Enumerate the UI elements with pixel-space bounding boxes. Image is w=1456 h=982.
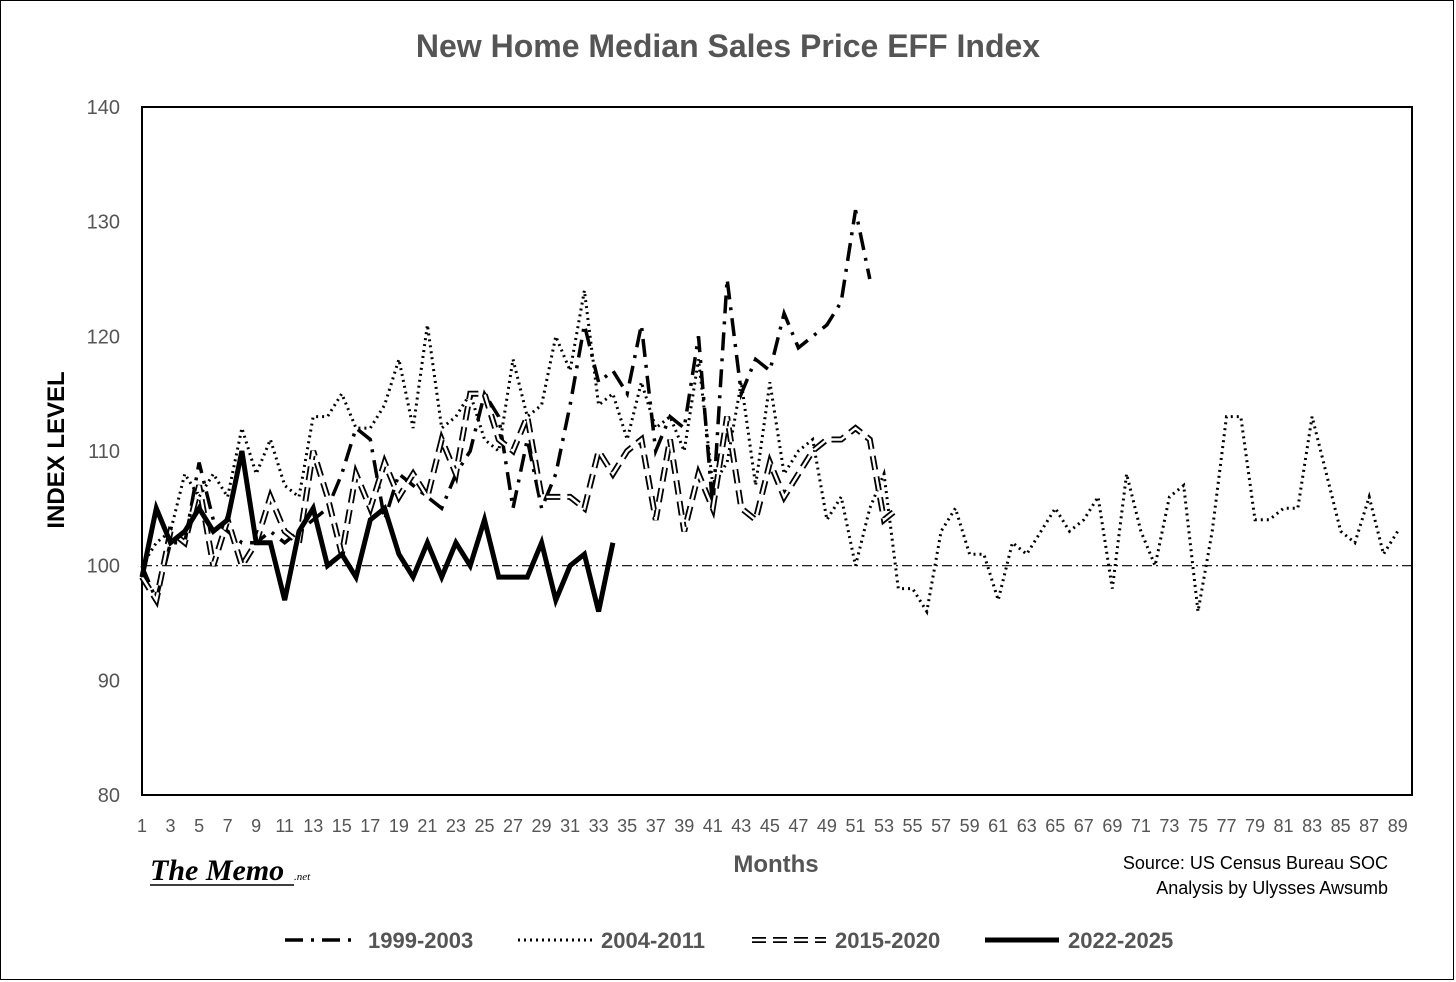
x-tick-label: 45 [760, 816, 780, 836]
legend-item: 2022-2025 [985, 928, 1173, 953]
x-tick-label: 75 [1188, 816, 1208, 836]
x-tick-label: 37 [646, 816, 666, 836]
y-tick-label: 140 [87, 97, 120, 119]
legend-item: 1999-2003 [285, 928, 473, 953]
x-tick-label: 33 [589, 816, 609, 836]
legend-item: 2004-2011 [518, 928, 705, 953]
y-tick-label: 90 [98, 670, 120, 692]
series-line [139, 450, 616, 613]
x-tick-label: 41 [703, 816, 723, 836]
x-tick-label: 73 [1159, 816, 1179, 836]
x-tick-label: 89 [1388, 816, 1408, 836]
series-line [140, 290, 1399, 616]
source-line-2: Analysis by Ulysses Awsumb [1156, 878, 1388, 898]
x-tick-label: 57 [931, 816, 951, 836]
legend-label: 1999-2003 [368, 928, 473, 953]
x-tick-label: 35 [617, 816, 637, 836]
x-tick-label: 61 [988, 816, 1008, 836]
y-axis-title: INDEX LEVEL [43, 371, 70, 528]
series-2022-2025 [139, 450, 616, 613]
y-tick-label: 110 [88, 441, 120, 463]
x-tick-label: 43 [731, 816, 751, 836]
x-tick-label: 67 [1074, 816, 1094, 836]
x-tick-label: 53 [874, 816, 894, 836]
x-tick-label: 63 [1017, 816, 1037, 836]
x-tick-label: 39 [674, 816, 694, 836]
x-tick-label: 47 [788, 816, 808, 836]
x-tick-label: 77 [1216, 816, 1236, 836]
legend-label: 2015-2020 [835, 928, 940, 953]
legend-item: 2015-2020 [752, 928, 940, 953]
x-axis-ticks: 1 3 5 7 9 11 13 15 17 19 21 23 25 27 29 31 33 35 37 39 41 43 4… [137, 816, 1408, 836]
x-axis-title: Months [733, 851, 818, 878]
plot-area [141, 106, 1413, 796]
y-tick-label: 80 [98, 785, 120, 807]
series-line-inner [140, 392, 900, 604]
series-1999-2003 [140, 209, 872, 606]
x-tick-label: 19 [389, 816, 409, 836]
x-tick-label: 11 [275, 816, 294, 836]
source-line-1: Source: US Census Bureau SOC [1123, 853, 1388, 873]
x-tick-label: 25 [474, 816, 494, 836]
x-tick-label: 55 [903, 816, 923, 836]
x-tick-label: 85 [1331, 816, 1351, 836]
x-tick-label: 29 [532, 816, 552, 836]
x-tick-label: 5 [194, 816, 204, 836]
x-tick-label: 83 [1302, 816, 1322, 836]
x-tick-label: 3 [166, 816, 176, 836]
y-axis-ticks: 80 90 100 110 120 130 140 [87, 97, 120, 807]
x-tick-label: 15 [332, 816, 352, 836]
series-group [139, 209, 1399, 616]
x-tick-label: 9 [251, 816, 261, 836]
series-line [140, 209, 872, 606]
logo: The Memo .net [150, 854, 311, 887]
legend-label: 2022-2025 [1068, 928, 1173, 953]
chart-title: New Home Median Sales Price EFF Index [416, 28, 1040, 64]
x-tick-label: 13 [303, 816, 323, 836]
x-tick-label: 31 [560, 816, 580, 836]
x-tick-label: 65 [1045, 816, 1065, 836]
x-tick-label: 1 [137, 816, 147, 836]
series-2015-2020 [139, 390, 901, 609]
legend: 1999-2003 2004-2011 2015-2020 2022-2025 [285, 928, 1173, 953]
x-tick-label: 23 [446, 816, 466, 836]
x-tick-label: 7 [223, 816, 233, 836]
legend-label: 2004-2011 [601, 928, 705, 953]
x-tick-label: 27 [503, 816, 523, 836]
series-2004-2011 [140, 290, 1399, 616]
x-tick-label: 87 [1359, 816, 1379, 836]
x-tick-label: 51 [845, 816, 865, 836]
x-tick-label: 59 [960, 816, 980, 836]
y-tick-label: 100 [87, 556, 120, 578]
x-tick-label: 21 [417, 816, 437, 836]
logo-sub: .net [294, 871, 311, 883]
logo-main: The Memo [150, 854, 284, 887]
x-tick-label: 17 [360, 816, 380, 836]
y-tick-label: 120 [87, 326, 120, 348]
x-tick-label: 71 [1131, 816, 1151, 836]
x-tick-label: 79 [1245, 816, 1265, 836]
x-tick-label: 69 [1102, 816, 1122, 836]
y-tick-label: 130 [87, 212, 120, 234]
x-tick-label: 49 [817, 816, 837, 836]
x-tick-label: 81 [1274, 816, 1294, 836]
